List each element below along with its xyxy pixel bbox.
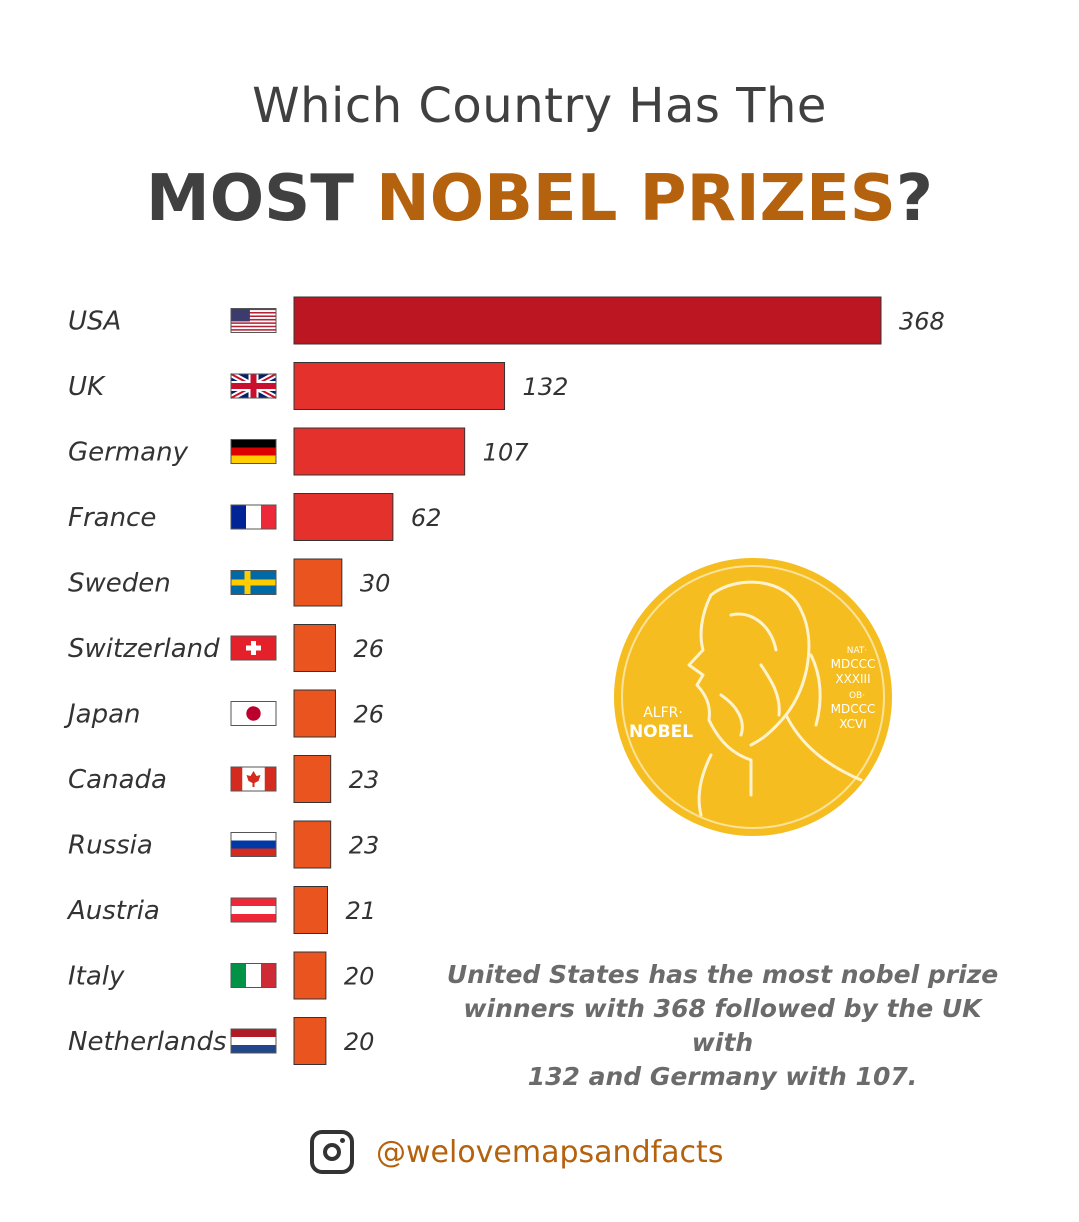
bar bbox=[293, 624, 336, 672]
caption-line-3: 132 and Germany with 107. bbox=[527, 1062, 918, 1091]
medal-inscription-left-2: NOBEL bbox=[629, 722, 693, 742]
value-label: 26 bbox=[353, 701, 384, 729]
category-label: Italy bbox=[68, 962, 125, 992]
medal-inscription-left-1: ALFR· bbox=[643, 705, 683, 721]
bar-chart: USA 368 UK 132 Germany 107 France 62 Sweden 30 Swi… bbox=[63, 296, 945, 1065]
medal-inscription-right-5: MDCCC bbox=[831, 702, 876, 716]
medal-inscription-right-2: MDCCC bbox=[831, 657, 876, 671]
value-label: 20 bbox=[344, 1028, 375, 1056]
bar bbox=[293, 296, 882, 345]
footer: @welovemapsandfacts bbox=[310, 1126, 723, 1178]
bar bbox=[293, 820, 332, 869]
value-label: 26 bbox=[353, 635, 384, 663]
sweden-flag-icon bbox=[230, 570, 277, 595]
category-label: Canada bbox=[68, 765, 167, 795]
category-label: Austria bbox=[66, 896, 160, 926]
chart-row-france: France 62 bbox=[68, 493, 442, 541]
bar bbox=[293, 558, 343, 607]
bar bbox=[293, 362, 506, 410]
chart-row-italy: Italy 20 bbox=[68, 951, 375, 1000]
bar bbox=[293, 1017, 327, 1065]
france-flag-icon bbox=[230, 504, 277, 530]
title-line-2: MOST NOBEL PRIZES? bbox=[0, 162, 1079, 236]
japan-flag-icon bbox=[230, 701, 277, 726]
uk-flag-icon bbox=[229, 371, 278, 401]
value-label: 107 bbox=[483, 439, 530, 467]
title-line-1: Which Country Has The bbox=[252, 78, 827, 134]
chart-row-canada: Canada 23 bbox=[68, 755, 380, 803]
chart-row-uk: UK 132 bbox=[68, 362, 569, 410]
medal-inscription-right-1: NAT· bbox=[847, 646, 868, 656]
title-most: MOST bbox=[146, 162, 377, 236]
germany-flag-icon bbox=[230, 439, 277, 464]
category-label: Netherlands bbox=[68, 1027, 227, 1057]
chart-row-usa: USA 368 bbox=[68, 296, 945, 345]
chart-row-netherlands: Netherlands 20 bbox=[68, 1017, 375, 1065]
chart-row-russia: Russia 23 bbox=[68, 820, 380, 869]
value-label: 62 bbox=[411, 504, 442, 532]
category-label: Sweden bbox=[68, 569, 171, 599]
value-label: 132 bbox=[523, 373, 569, 401]
category-label: Russia bbox=[68, 831, 153, 861]
category-label: USA bbox=[68, 307, 121, 337]
category-label: Switzerland bbox=[68, 634, 220, 664]
italy-flag-icon bbox=[230, 963, 277, 988]
austria-flag-icon bbox=[230, 897, 277, 923]
medal-inscription-right-4: OB· bbox=[849, 691, 865, 701]
medal-inscription-right-3: XXXIII bbox=[835, 672, 870, 686]
category-label: Japan bbox=[63, 700, 141, 730]
canada-flag-icon bbox=[230, 766, 277, 792]
nobel-medal-icon: ALFR· NOBEL NAT· MDCCC XXXIII OB· MDCCC … bbox=[614, 558, 892, 836]
title-question-mark: ? bbox=[895, 162, 933, 236]
value-label: 30 bbox=[360, 570, 391, 598]
bar bbox=[293, 427, 466, 476]
bar bbox=[293, 886, 328, 934]
category-label: UK bbox=[68, 372, 106, 402]
chart-row-germany: Germany 107 bbox=[68, 427, 530, 476]
category-label: Germany bbox=[68, 438, 189, 468]
bar bbox=[293, 951, 327, 1000]
instagram-handle[interactable]: @welovemapsandfacts bbox=[376, 1134, 724, 1170]
value-label: 368 bbox=[899, 308, 945, 336]
value-label: 20 bbox=[344, 963, 375, 991]
caption-line-1: United States has the most nobel prize bbox=[446, 960, 999, 989]
title-nobel-prizes: NOBEL PRIZES bbox=[376, 162, 896, 236]
usa-flag-icon bbox=[230, 308, 277, 333]
caption: United States has the most nobel prize w… bbox=[440, 958, 1005, 1094]
chart-row-switzerland: Switzerland 26 bbox=[68, 624, 384, 672]
chart-row-sweden: Sweden 30 bbox=[68, 558, 391, 607]
bar bbox=[293, 689, 336, 738]
medal-inscription-right-6: XCVI bbox=[839, 717, 866, 731]
category-label: France bbox=[68, 503, 156, 533]
caption-line-2: winners with 368 followed by the UK with bbox=[463, 994, 982, 1057]
value-label: 23 bbox=[349, 766, 380, 794]
value-label: 21 bbox=[345, 897, 376, 925]
switzerland-flag-icon bbox=[230, 635, 277, 661]
bar bbox=[293, 755, 332, 803]
bar bbox=[293, 493, 394, 541]
chart-row-austria: Austria 21 bbox=[66, 886, 376, 934]
chart-row-japan: Japan 26 bbox=[63, 689, 384, 738]
value-label: 23 bbox=[349, 832, 380, 860]
russia-flag-icon bbox=[230, 832, 277, 857]
instagram-icon[interactable] bbox=[310, 1130, 354, 1174]
netherlands-flag-icon bbox=[230, 1028, 277, 1054]
